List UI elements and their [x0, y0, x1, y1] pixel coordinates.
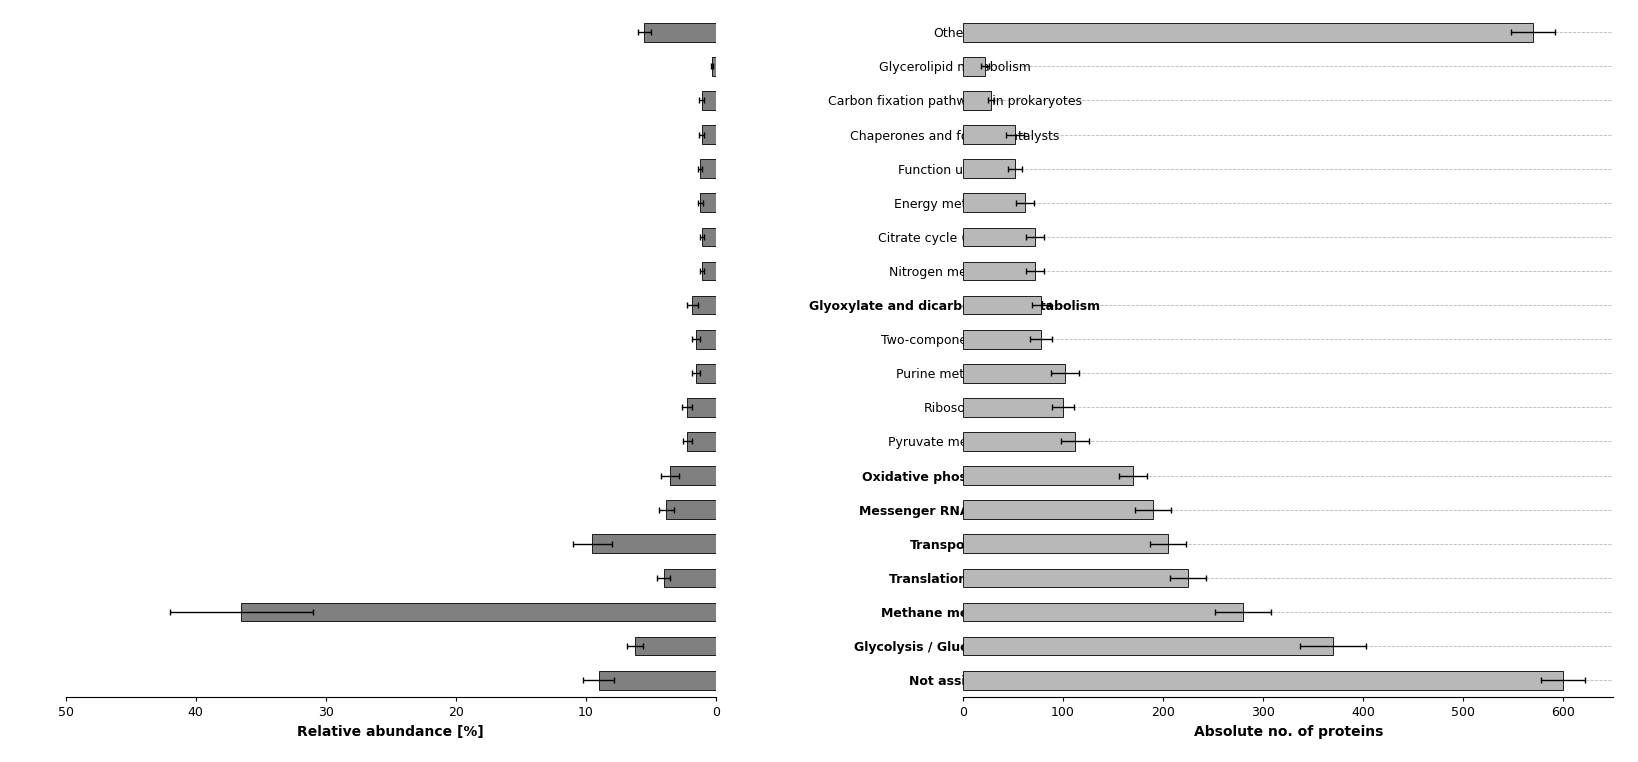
Bar	[963, 57, 984, 75]
Bar	[600, 671, 716, 690]
Bar	[713, 57, 716, 75]
Bar	[693, 296, 716, 315]
Bar	[701, 91, 716, 110]
Bar	[644, 23, 716, 42]
Bar	[701, 159, 716, 178]
Bar	[963, 91, 991, 110]
Bar	[663, 568, 716, 588]
X-axis label: Relative abundance [%]: Relative abundance [%]	[298, 725, 485, 739]
Bar	[667, 501, 716, 519]
Bar	[701, 228, 716, 246]
Bar	[963, 603, 1243, 621]
Bar	[963, 568, 1188, 588]
Bar	[963, 466, 1133, 485]
Bar	[696, 330, 716, 348]
Bar	[963, 194, 1025, 212]
Bar	[963, 432, 1075, 451]
Bar	[963, 398, 1063, 417]
Bar	[241, 603, 716, 621]
Bar	[963, 159, 1016, 178]
Bar	[963, 534, 1168, 553]
Bar	[963, 501, 1153, 519]
Bar	[701, 194, 716, 212]
Bar	[688, 432, 716, 451]
Bar	[963, 125, 1016, 144]
Bar	[670, 466, 716, 485]
Bar	[963, 228, 1035, 246]
X-axis label: Absolute no. of proteins: Absolute no. of proteins	[1194, 725, 1382, 739]
Bar	[963, 23, 1533, 42]
Bar	[701, 125, 716, 144]
Bar	[963, 261, 1035, 280]
Bar	[593, 534, 716, 553]
Bar	[696, 364, 716, 383]
Bar	[963, 296, 1042, 315]
Bar	[701, 261, 716, 280]
Bar	[963, 330, 1042, 348]
Bar	[963, 671, 1563, 690]
Bar	[688, 398, 716, 417]
Bar	[963, 637, 1333, 655]
Bar	[636, 637, 716, 655]
Bar	[963, 364, 1065, 383]
